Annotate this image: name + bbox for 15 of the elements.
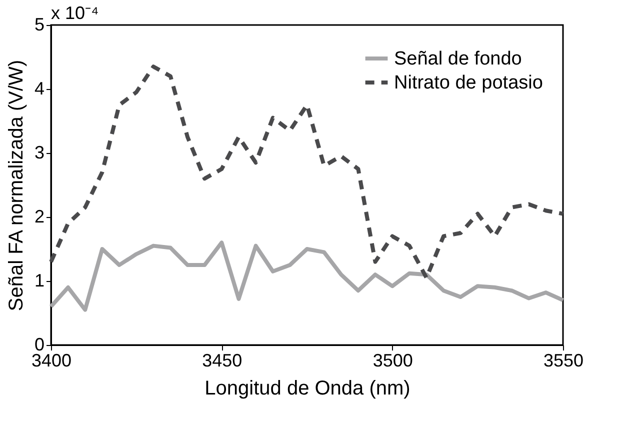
legend-label: Nitrato de potasio [394, 72, 543, 94]
x-tick-label: 3500 [372, 350, 413, 370]
y-tick-label: 4 [34, 78, 44, 98]
y-tick-label: 5 [34, 14, 44, 34]
text: x 10⁻⁴ [51, 3, 99, 23]
y-axis-title: Señal FA normalizada (V/W) [5, 60, 28, 312]
line-series [49, 64, 565, 280]
x-tick-label: 3450 [202, 350, 242, 370]
line-series [49, 240, 565, 312]
legend-label: Señal de fondo [394, 48, 522, 70]
x-tick-label: 3550 [543, 350, 584, 370]
y-tick-label: 3 [34, 142, 44, 162]
y-tick-label: 1 [34, 270, 44, 290]
x-axis-title: Longitud de Onda (nm) [204, 378, 410, 400]
y-tick-label: 2 [34, 206, 44, 226]
